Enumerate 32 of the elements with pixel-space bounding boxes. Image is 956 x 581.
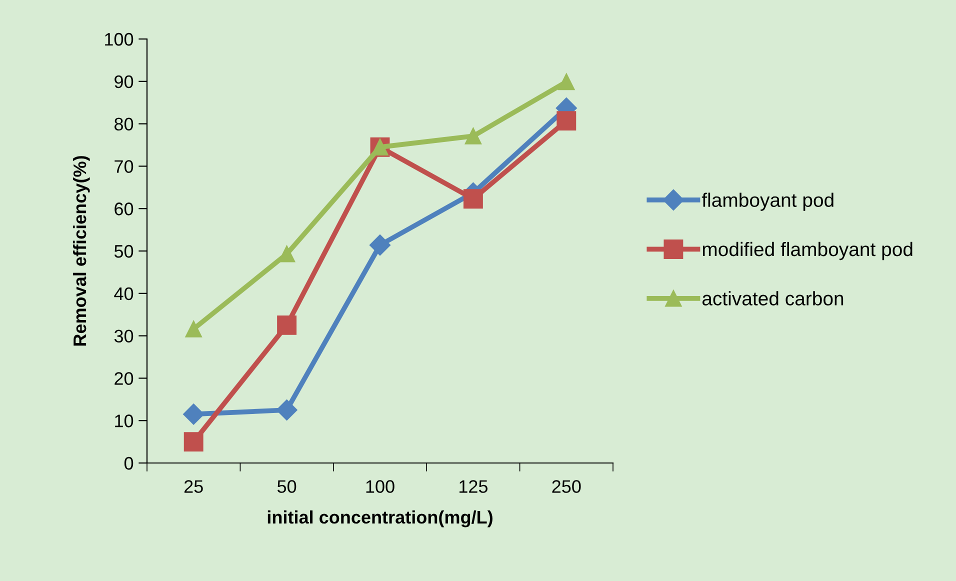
y-tick-label: 60 xyxy=(114,202,134,216)
x-axis-title: initial concentration(mg/L) xyxy=(268,510,492,528)
point xyxy=(556,111,576,131)
point xyxy=(276,399,298,421)
y-axis-title: Removal efficiency(%) xyxy=(72,156,90,346)
x-tick-label: 100 xyxy=(366,480,394,493)
x-tick-label: 50 xyxy=(277,480,296,493)
legend-label: modified flamboyant pod xyxy=(702,242,912,260)
point xyxy=(369,234,391,256)
point xyxy=(184,432,204,452)
y-tick-label: 0 xyxy=(124,456,134,470)
point xyxy=(277,315,297,335)
point xyxy=(185,320,202,338)
x-tick-label: 25 xyxy=(184,480,203,493)
y-tick-label: 100 xyxy=(105,32,134,46)
point xyxy=(464,128,482,144)
x-tick-label: 125 xyxy=(460,480,488,493)
y-tick-label: 40 xyxy=(114,287,134,300)
y-tick-label: 10 xyxy=(115,414,134,428)
y-tick-label: 80 xyxy=(114,118,134,131)
point xyxy=(183,404,204,425)
x-tick-label: 250 xyxy=(552,480,581,493)
point xyxy=(463,189,483,209)
point xyxy=(278,246,296,262)
legend-label: flamboyant pod xyxy=(702,192,834,211)
legend-label: activated carbon xyxy=(702,291,844,306)
y-tick-label: 70 xyxy=(114,160,134,173)
y-tick-label: 30 xyxy=(114,330,134,343)
y-tick-label: 50 xyxy=(114,244,134,258)
y-tick-label: 20 xyxy=(114,372,134,385)
y-tick-label: 90 xyxy=(114,75,134,88)
point xyxy=(558,73,575,90)
